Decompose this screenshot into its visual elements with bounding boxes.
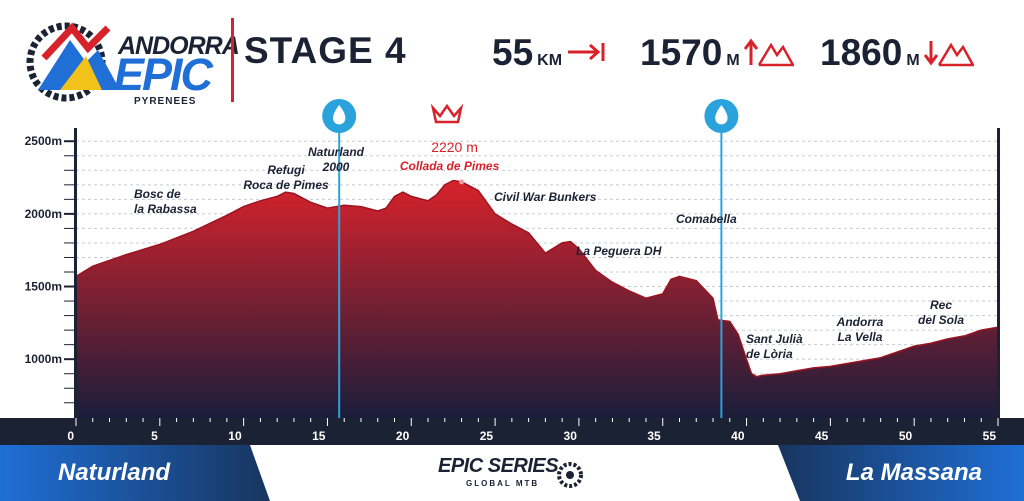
descent-stat: 1860 M: [820, 32, 974, 73]
header-divider: [231, 18, 234, 102]
stage-title: STAGE 4: [244, 30, 407, 71]
andorra-epic-logo: ANDORRA EPIC PYRENEES: [24, 10, 240, 110]
x-tick-label: 50: [899, 429, 913, 443]
place-label: Rec: [930, 298, 952, 312]
y-tick-label: 1500m: [25, 280, 62, 294]
brand-top: ANDORRA: [118, 32, 240, 60]
x-tick-label: 35: [647, 429, 661, 443]
y-tick-label: 2000m: [25, 207, 62, 221]
place-label: del Sola: [918, 313, 964, 327]
place-label: Naturland: [308, 145, 365, 159]
start-banner: [0, 445, 270, 501]
place-label: Civil War Bunkers: [494, 190, 597, 204]
gear-icon: [557, 462, 583, 488]
place-label: Sant Julià: [746, 332, 803, 346]
x-tick-label: 30: [564, 429, 578, 443]
descent-unit: M: [906, 52, 920, 69]
x-tick-label: 5: [151, 429, 158, 443]
bike-gear-mountain-icon: [26, 22, 120, 102]
start-location: Naturland: [58, 459, 171, 486]
brand-sub: PYRENEES: [134, 96, 197, 107]
x-axis-band: [0, 418, 1024, 445]
x-tick-label: 25: [480, 429, 494, 443]
epic-series-logo: EPIC SERIES GLOBAL MTB: [438, 455, 588, 495]
y-tick-label: 1000m: [25, 352, 62, 366]
x-tick-label: 0: [67, 429, 74, 443]
summit-name-label: Collada de Pimes: [400, 159, 500, 173]
ascent-unit: M: [726, 52, 740, 69]
brand-main: EPIC: [114, 49, 213, 100]
crown-summit-icon: [430, 104, 464, 124]
ascent-stat: 1570 M: [640, 32, 794, 73]
place-label: Bosc de: [134, 187, 181, 201]
ascent-value: 1570: [640, 32, 723, 73]
water-point-marker: [322, 99, 357, 418]
place-label: 2000: [322, 160, 350, 174]
x-tick-label: 45: [815, 429, 829, 443]
place-label: la Rabassa: [134, 202, 197, 216]
x-tick-label: 15: [312, 429, 326, 443]
y-tick-label: 2500m: [25, 134, 62, 148]
elevation-line: [75, 179, 999, 378]
distance-unit: KM: [537, 52, 563, 69]
x-tick-label: 10: [228, 429, 242, 443]
series-main: EPIC SERIES: [438, 455, 559, 477]
place-label: Roca de Pimes: [243, 178, 329, 192]
x-tick-label: 20: [396, 429, 410, 443]
descent-mountain-icon: [923, 41, 974, 67]
x-tick-label: 40: [731, 429, 745, 443]
finish-location: La Massana: [845, 459, 982, 486]
place-label: Refugi: [267, 163, 305, 177]
chart-right-border: [997, 128, 1000, 418]
descent-value: 1860: [820, 32, 903, 73]
distance-value: 55: [492, 32, 534, 73]
elevation-profile-chart: 1000m 1500m 2000m 2500m 0 5 10 15 20 25 30 35 40 45 5…: [0, 99, 1024, 445]
place-label: de Lòria: [746, 347, 793, 361]
footer-bar: Naturland La Massana EPIC SERIES GLOBAL …: [0, 445, 1024, 501]
place-label: La Vella: [838, 330, 883, 344]
series-sub: GLOBAL MTB: [466, 479, 540, 488]
place-label: Andorra: [836, 315, 884, 329]
place-label: Comabella: [676, 212, 737, 226]
x-tick-label: 55: [983, 429, 997, 443]
place-label: La Peguera DH: [576, 244, 662, 258]
chart-left-border: [74, 128, 77, 418]
summit-altitude-label: 2220 m: [431, 139, 478, 155]
ascent-mountain-icon: [743, 38, 794, 67]
finish-banner: [778, 445, 1024, 501]
summit-point: [459, 179, 465, 185]
distance-stat: 55 KM: [492, 32, 606, 73]
water-point-marker: [704, 99, 739, 418]
elevation-area: [76, 180, 998, 418]
distance-arrow-icon: [568, 43, 605, 61]
